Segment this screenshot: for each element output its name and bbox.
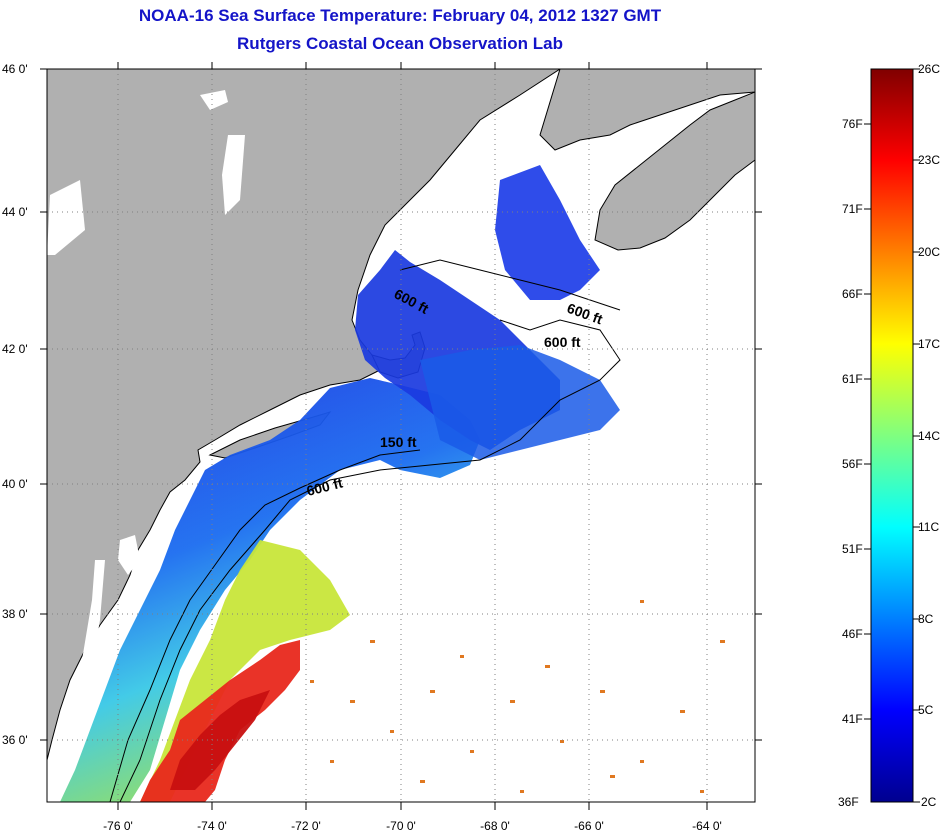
- lat-label: 42 0': [2, 342, 28, 356]
- colorbar-fahrenheit-label: 51F: [842, 542, 863, 556]
- lon-label: -72 0': [291, 819, 321, 833]
- map-subtitle: Rutgers Coastal Ocean Observation Lab: [237, 34, 563, 53]
- lat-label: 40 0': [2, 477, 28, 491]
- colorbar-celsius-label: 23C: [918, 153, 940, 167]
- colorbar: [870, 68, 914, 803]
- isobath-label: 150 ft: [380, 434, 417, 450]
- colorbar-fahrenheit-label: 76F: [842, 117, 863, 131]
- colorbar-fahrenheit-label: 46F: [842, 627, 863, 641]
- sst-scattered-pixels: [310, 600, 725, 793]
- colorbar-celsius-label: 20C: [918, 245, 940, 259]
- land-new-brunswick: [539, 69, 755, 151]
- colorbar-celsius-label: 8C: [918, 612, 934, 626]
- lake: [47, 180, 85, 255]
- colorbar-fahrenheit-label: 66F: [842, 287, 863, 301]
- colorbar-fahrenheit-label: 71F: [842, 202, 863, 216]
- isobath-600ft-north: [399, 259, 621, 311]
- lat-label: 38 0': [2, 607, 28, 621]
- lon-ticks: [117, 62, 708, 810]
- lat-label: 46 0': [2, 62, 28, 76]
- colorbar-celsius-label: 11C: [918, 520, 939, 534]
- lon-label: -66 0': [574, 819, 604, 833]
- lon-label: -74 0': [197, 819, 227, 833]
- isobath-label: 600 ft: [544, 334, 581, 350]
- colorbar-celsius-label: 17C: [918, 337, 940, 351]
- isobath-150ft: [109, 449, 421, 802]
- land-nova-scotia: [594, 91, 755, 251]
- colorbar-fahrenheit-label: 56F: [842, 457, 863, 471]
- graticule: [47, 69, 755, 802]
- colorbar-fahrenheit-label: 36F: [838, 795, 859, 809]
- colorbar-celsius-label: 2C: [921, 795, 937, 809]
- colorbar-fahrenheit-label: 61F: [842, 372, 863, 386]
- lon-label: -64 0': [692, 819, 722, 833]
- lat-label: 44 0': [2, 205, 28, 219]
- sst-gulf-stream-core: [170, 690, 270, 790]
- delaware-bay: [118, 535, 140, 575]
- lon-label: -76 0': [103, 819, 133, 833]
- map-title: NOAA-16 Sea Surface Temperature: Februar…: [138, 6, 662, 25]
- lon-label: -70 0': [386, 819, 416, 833]
- chesapeake-bay: [72, 560, 105, 720]
- colorbar-fahrenheit-label: 41F: [842, 712, 863, 726]
- colorbar-celsius-label: 5C: [918, 703, 934, 717]
- lake: [200, 90, 228, 110]
- sst-scotian-shelf: [495, 165, 600, 300]
- sst-georges-bank: [420, 345, 620, 460]
- sst-shelf-cold: [60, 378, 480, 802]
- colorbar-ticks: [864, 68, 920, 803]
- lon-label: -68 0': [480, 819, 510, 833]
- isobath-600ft: [119, 319, 621, 802]
- lat-label: 36 0': [2, 733, 28, 747]
- colorbar-celsius-label: 26C: [918, 62, 940, 76]
- lake: [222, 135, 245, 215]
- lat-ticks: [40, 68, 762, 741]
- colorbar-celsius-label: 14C: [918, 429, 940, 443]
